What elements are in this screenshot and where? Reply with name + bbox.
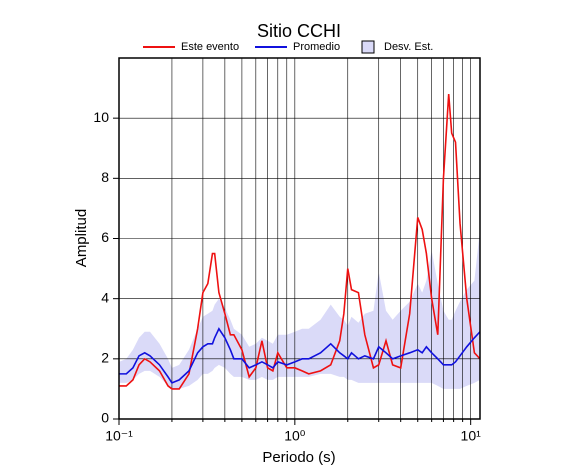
std-band [119,229,480,389]
legend-label: Desv. Est. [384,41,433,53]
x-tick-label: 10⁻¹ [105,428,133,444]
y-tick-label: 8 [101,169,109,185]
series-line [119,94,481,390]
y-tick-label: 2 [101,350,109,366]
legend-label: Este evento [181,41,239,53]
y-tick-label: 6 [101,229,109,245]
y-tick-label: 4 [101,289,109,305]
x-axis-label: Periodo (s) [262,449,335,466]
chart-title: Sitio CCHI [257,21,341,41]
x-tick-label: 10⁰ [284,428,306,444]
x-tick-label: 10¹ [461,428,482,444]
series-line [119,327,481,384]
y-tick-label: 10 [93,109,109,125]
legend-swatch [361,40,375,54]
legend-label: Promedio [293,41,340,53]
y-tick-label: 0 [101,410,109,426]
plot-frame [118,57,481,420]
y-axis-label: Amplitud [73,209,90,267]
